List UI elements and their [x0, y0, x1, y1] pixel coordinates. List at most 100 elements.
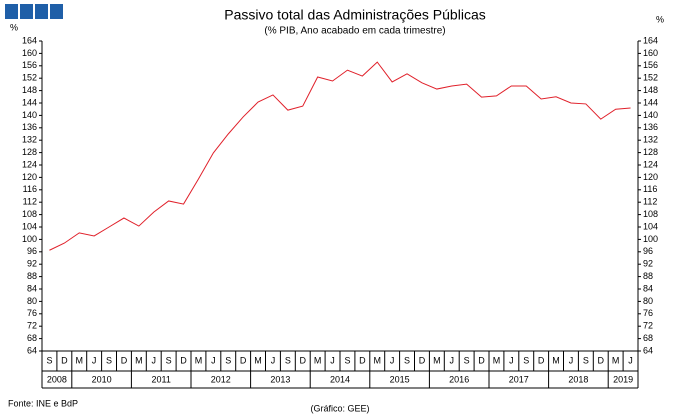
data-line	[49, 61, 631, 251]
x-tick-label: D	[419, 355, 426, 365]
x-tick-label: D	[300, 355, 307, 365]
chart-subtitle: (% PIB, Ano acabado em cada trimestre)	[264, 26, 445, 37]
y-tick-label: 156	[22, 60, 37, 70]
y2-tick-label: 132	[643, 135, 658, 145]
x-tick-label: J	[271, 355, 276, 365]
y2-tick-label: 140	[643, 110, 658, 120]
source: Fonte: INE e BdP	[8, 398, 78, 408]
year-label: 2010	[92, 374, 112, 384]
y-tick-label: 96	[27, 246, 37, 256]
y2-tick-label: 160	[643, 48, 658, 58]
year-label: 2008	[47, 374, 67, 384]
x-tick-label: D	[478, 355, 485, 365]
x-tick-label: D	[61, 355, 68, 365]
x-tick-label: S	[46, 355, 52, 365]
y2-tick-label: 100	[643, 234, 658, 244]
y-tick-label: 116	[23, 184, 37, 194]
x-tick-label: J	[390, 355, 395, 365]
y-tick-label: 124	[22, 159, 37, 169]
y-tick-label: 88	[27, 271, 37, 281]
year-label: 2015	[390, 374, 410, 384]
x-tick-label: M	[195, 355, 203, 365]
y-tick-label: 64	[27, 345, 37, 355]
y2-tick-label: 136	[643, 122, 658, 132]
y2-tick-label: 68	[643, 333, 653, 343]
x-tick-label: M	[433, 355, 441, 365]
x-tick-label: D	[538, 355, 545, 365]
x-tick-label: J	[509, 355, 514, 365]
x-tick-label: S	[166, 355, 172, 365]
y-tick-label: 100	[22, 234, 37, 244]
x-tick-label: D	[180, 355, 187, 365]
y2-tick-label: 164	[643, 35, 658, 45]
x-tick-label: D	[121, 355, 128, 365]
y-tick-label: 160	[22, 48, 37, 58]
x-tick-label: J	[211, 355, 216, 365]
x-tick-label: S	[344, 355, 350, 365]
y-tick-label: 164	[22, 35, 37, 45]
y-tick-label: 144	[22, 97, 37, 107]
y2-tick-label: 96	[643, 246, 653, 256]
x-tick-label: M	[374, 355, 382, 365]
x-tick-label: J	[569, 355, 574, 365]
y-tick-label: 108	[22, 209, 37, 219]
y-unit-right: %	[656, 14, 664, 24]
y2-tick-label: 144	[643, 97, 658, 107]
x-tick-label: J	[330, 355, 335, 365]
x-tick-label: M	[76, 355, 84, 365]
x-tick-label: D	[598, 355, 605, 365]
x-tick-label: S	[225, 355, 231, 365]
year-label: 2016	[449, 374, 469, 384]
chart-title: Passivo total das Administrações Pública…	[224, 7, 485, 23]
x-tick-label: D	[240, 355, 247, 365]
x-tick-label: S	[106, 355, 112, 365]
year-label: 2019	[613, 374, 633, 384]
x-tick-label: S	[583, 355, 589, 365]
credit: (Gráfico: GEE)	[310, 403, 369, 413]
x-tick-label: M	[135, 355, 143, 365]
x-tick-label: M	[612, 355, 620, 365]
y-tick-label: 132	[22, 135, 37, 145]
y2-tick-label: 156	[643, 60, 658, 70]
year-label: 2017	[509, 374, 529, 384]
y2-tick-label: 72	[643, 321, 653, 331]
y2-tick-label: 128	[643, 147, 658, 157]
year-label: 2013	[270, 374, 290, 384]
x-tick-label: D	[359, 355, 366, 365]
y2-tick-label: 92	[643, 259, 653, 269]
y-tick-label: 128	[22, 147, 37, 157]
x-tick-label: J	[152, 355, 157, 365]
year-label: 2012	[211, 374, 231, 384]
x-tick-label: J	[450, 355, 455, 365]
y2-tick-label: 116	[643, 184, 657, 194]
y-tick-label: 72	[27, 321, 37, 331]
logo	[5, 4, 63, 19]
y2-tick-label: 148	[643, 85, 658, 95]
x-tick-label: M	[552, 355, 560, 365]
y-tick-label: 76	[27, 308, 37, 318]
y2-tick-label: 108	[643, 209, 658, 219]
y-unit-left: %	[10, 22, 18, 32]
y2-tick-label: 84	[643, 283, 653, 293]
y2-tick-label: 88	[643, 271, 653, 281]
year-label: 2011	[152, 374, 171, 384]
x-tick-label: S	[523, 355, 529, 365]
y-tick-label: 84	[27, 283, 37, 293]
x-tick-label: J	[92, 355, 97, 365]
y-tick-label: 148	[22, 85, 37, 95]
x-tick-label: J	[628, 355, 633, 365]
x-tick-label: M	[314, 355, 322, 365]
y-tick-label: 136	[22, 122, 37, 132]
y-tick-label: 92	[27, 259, 37, 269]
y-tick-label: 80	[27, 296, 37, 306]
y-tick-label: 68	[27, 333, 37, 343]
y-tick-label: 112	[23, 197, 37, 207]
y2-tick-label: 152	[643, 73, 658, 83]
x-tick-label: M	[254, 355, 262, 365]
x-tick-label: S	[404, 355, 410, 365]
year-label: 2018	[568, 374, 588, 384]
y2-tick-label: 80	[643, 296, 653, 306]
y-tick-label: 152	[22, 73, 37, 83]
year-label: 2014	[330, 374, 350, 384]
